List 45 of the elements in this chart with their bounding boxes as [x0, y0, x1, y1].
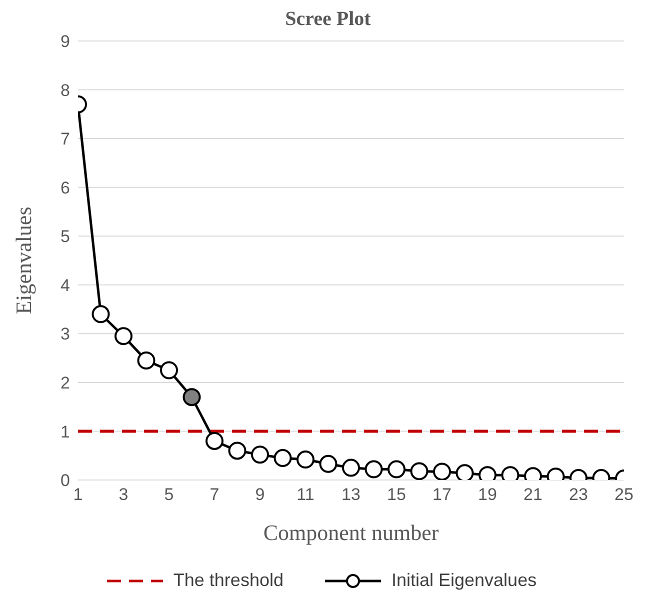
y-tick-label: 6 [60, 178, 70, 198]
y-tick-label: 0 [60, 471, 70, 490]
x-tick-label: 9 [255, 485, 265, 504]
y-tick-label: 8 [60, 80, 70, 100]
x-tick-label: 21 [524, 485, 542, 504]
y-tick-label: 9 [60, 32, 70, 52]
x-tick-label: 5 [164, 485, 174, 504]
point [410, 462, 428, 480]
point [92, 305, 110, 324]
y-tick-label: 7 [60, 130, 70, 149]
point [456, 464, 474, 480]
point [160, 361, 178, 380]
point [182, 388, 201, 406]
point [388, 460, 406, 478]
x-tick-label: 3 [118, 485, 128, 504]
y-tick-label: 1 [60, 422, 70, 442]
x-tick-label: 17 [432, 485, 452, 504]
y-tick-label: 3 [60, 324, 70, 344]
point [228, 442, 246, 460]
point [114, 327, 132, 346]
point [364, 460, 383, 478]
point [433, 462, 451, 480]
point [342, 458, 360, 477]
chart-title: Scree Plot [284, 8, 372, 31]
x-tick-label: 7 [210, 485, 220, 504]
y-axis-title: Eigenvalues [10, 206, 36, 314]
point [274, 449, 292, 468]
x-axis-title: Component number [263, 520, 440, 545]
x-tick-label: 19 [478, 485, 497, 504]
x-tick-label: 1 [73, 485, 83, 504]
y-tick-label: 2 [60, 373, 70, 392]
x-tick-label: 15 [387, 485, 406, 504]
point [319, 454, 338, 473]
legend-label: Initial Eigenvalues [390, 570, 537, 591]
point [296, 450, 314, 469]
point [251, 446, 269, 464]
y-tick-label: 5 [60, 227, 70, 246]
x-tick-label: 23 [569, 485, 588, 504]
x-tick-label: 11 [296, 485, 314, 504]
point [137, 351, 156, 370]
x-tick-label: 13 [342, 485, 360, 504]
legend-label: The threshold [172, 570, 284, 591]
x-tick-label: 25 [614, 485, 634, 504]
y-tick-label: 4 [60, 276, 70, 295]
point [206, 432, 224, 450]
